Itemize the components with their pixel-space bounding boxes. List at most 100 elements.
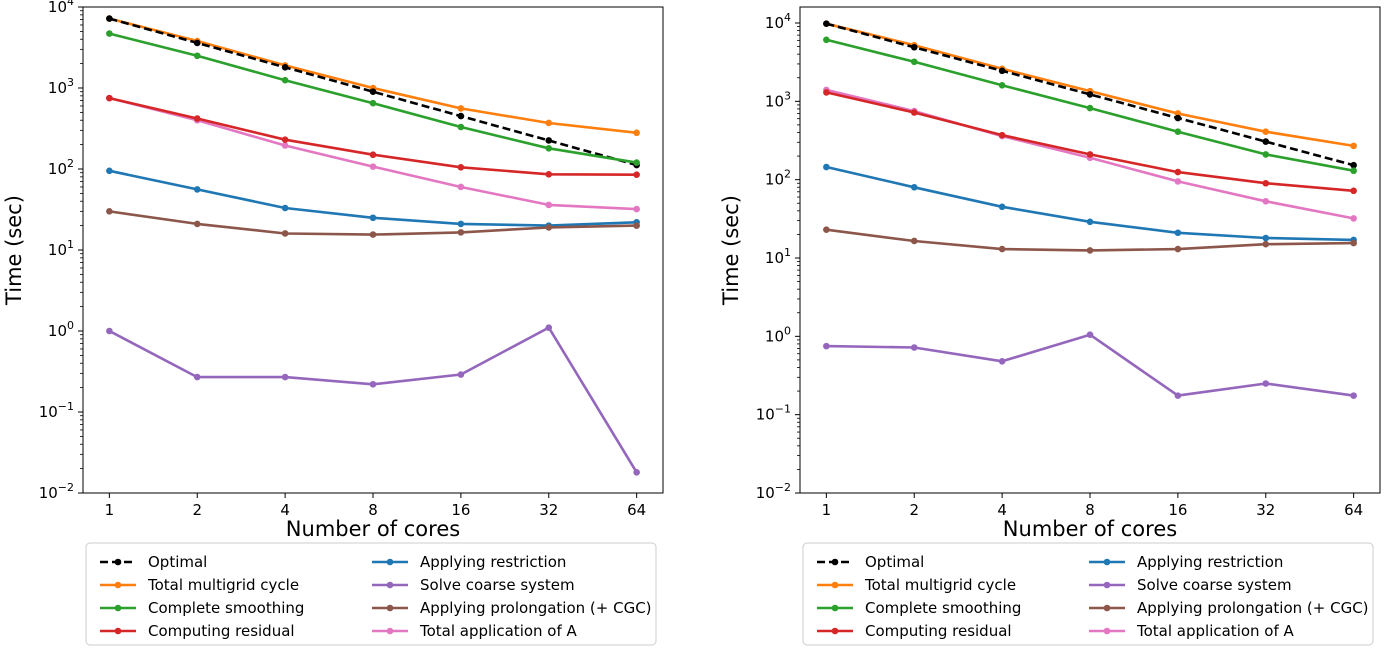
data-point <box>823 89 830 96</box>
data-point <box>1086 151 1094 158</box>
y-tick-label: 10−1 <box>39 400 74 421</box>
legend-entry-applying-prolongation-cgc: Applying prolongation (+ CGC) <box>1089 599 1369 617</box>
data-point <box>281 136 289 144</box>
data-point <box>1174 114 1182 122</box>
data-point <box>1174 392 1182 399</box>
x-tick-label: 8 <box>1085 501 1095 519</box>
data-point <box>1174 110 1182 117</box>
y-tick-label: 102 <box>765 168 791 189</box>
data-point <box>1262 128 1270 135</box>
data-point <box>281 373 289 381</box>
x-tick-label: 1 <box>105 501 115 519</box>
legend-entry-optimal: Optimal <box>817 553 924 571</box>
legend-label: Optimal <box>148 553 207 571</box>
data-point <box>457 371 465 378</box>
data-point <box>369 231 377 238</box>
data-point <box>633 129 640 137</box>
legend-label: Optimal <box>865 553 924 571</box>
legend-label: Solve coarse system <box>420 576 575 594</box>
series-line-computing-residual <box>109 96 637 176</box>
data-point <box>545 119 553 127</box>
data-point <box>457 163 465 171</box>
y-tick-label: 103 <box>765 89 791 110</box>
data-point <box>369 214 377 222</box>
data-point <box>106 15 113 22</box>
legend-box <box>802 542 1374 646</box>
x-tick-label: 16 <box>451 501 470 519</box>
data-point <box>1086 247 1094 254</box>
series-optimal <box>823 20 1357 169</box>
series-line-complete-smoothing <box>109 32 637 164</box>
y-tick-label: 10−2 <box>756 481 791 502</box>
data-point <box>545 324 553 331</box>
data-point <box>910 43 918 51</box>
data-point <box>1086 104 1094 112</box>
data-point <box>633 159 640 166</box>
legend-label: Complete smoothing <box>148 599 304 617</box>
y-tick-label: 10−1 <box>756 403 791 424</box>
data-point <box>369 151 377 159</box>
data-point <box>1174 245 1182 253</box>
series-solve-coarse-system <box>823 331 1357 399</box>
series-total-multigrid-cycle <box>823 20 1357 150</box>
data-point <box>193 373 201 381</box>
series-applying-restriction <box>106 167 640 229</box>
data-point <box>633 171 640 179</box>
series-line-total-multigrid-cycle <box>826 22 1354 148</box>
plot-frame <box>82 6 664 494</box>
data-point <box>1262 138 1270 145</box>
data-point <box>910 237 918 245</box>
legend-entry-complete-smoothing: Complete smoothing <box>100 599 304 617</box>
data-point <box>281 204 289 212</box>
x-tick-label: 1 <box>822 501 832 519</box>
x-tick-label: 64 <box>627 501 646 519</box>
x-axis-label: Number of cores <box>286 517 460 541</box>
legend-entry-solve-coarse-system: Solve coarse system <box>372 576 575 594</box>
legend-entry-optimal: Optimal <box>100 553 207 571</box>
series-applying-prolongation-cgc <box>823 226 1357 254</box>
y-axis-label: Time (sec) <box>719 195 743 306</box>
data-point <box>457 220 465 228</box>
data-point <box>1350 392 1357 399</box>
legend-entry-total-application-of-a: Total application of A <box>372 622 578 640</box>
x-tick-label: 16 <box>1168 501 1187 519</box>
data-point <box>998 131 1006 139</box>
legend-left: Optimal Total multigrid cycle Complete smo… <box>85 542 657 646</box>
legend-label: Complete smoothing <box>865 599 1021 617</box>
legend-label: Applying restriction <box>420 553 566 571</box>
legend-label: Computing residual <box>148 622 295 640</box>
y-tick-label: 104 <box>48 0 74 16</box>
data-point <box>281 230 289 237</box>
data-point <box>106 327 113 335</box>
data-point <box>545 224 553 231</box>
legend-marker <box>831 558 839 566</box>
x-tick-label: 32 <box>1256 501 1275 519</box>
data-point <box>1262 179 1270 187</box>
data-point <box>545 137 553 144</box>
legend-right: Optimal Total multigrid cycle Complete smo… <box>802 542 1374 646</box>
series-applying-prolongation-cgc <box>106 208 640 238</box>
y-tick-label: 103 <box>48 76 74 97</box>
legend-marker <box>114 581 122 589</box>
series-computing-residual <box>106 94 640 179</box>
legend-entry-applying-restriction: Applying restriction <box>372 553 566 571</box>
data-point <box>281 64 289 71</box>
data-point <box>823 20 830 27</box>
legend-label: Computing residual <box>865 622 1012 640</box>
data-point <box>369 99 377 107</box>
data-point <box>1350 167 1357 175</box>
data-point <box>910 344 918 351</box>
data-point <box>998 67 1006 75</box>
data-point <box>1262 234 1270 242</box>
data-point <box>998 357 1006 365</box>
data-point <box>369 380 377 388</box>
legend-entry-complete-smoothing: Complete smoothing <box>817 599 1021 617</box>
data-point <box>369 163 377 170</box>
legend-label: Total multigrid cycle <box>147 576 299 594</box>
legend-marker <box>831 581 839 589</box>
x-tick-label: 64 <box>1344 501 1363 519</box>
x-axis-label: Number of cores <box>1003 517 1177 541</box>
data-point <box>1350 239 1357 247</box>
y-tick-label: 104 <box>765 11 791 32</box>
legend-entry-computing-residual: Computing residual <box>817 622 1012 640</box>
